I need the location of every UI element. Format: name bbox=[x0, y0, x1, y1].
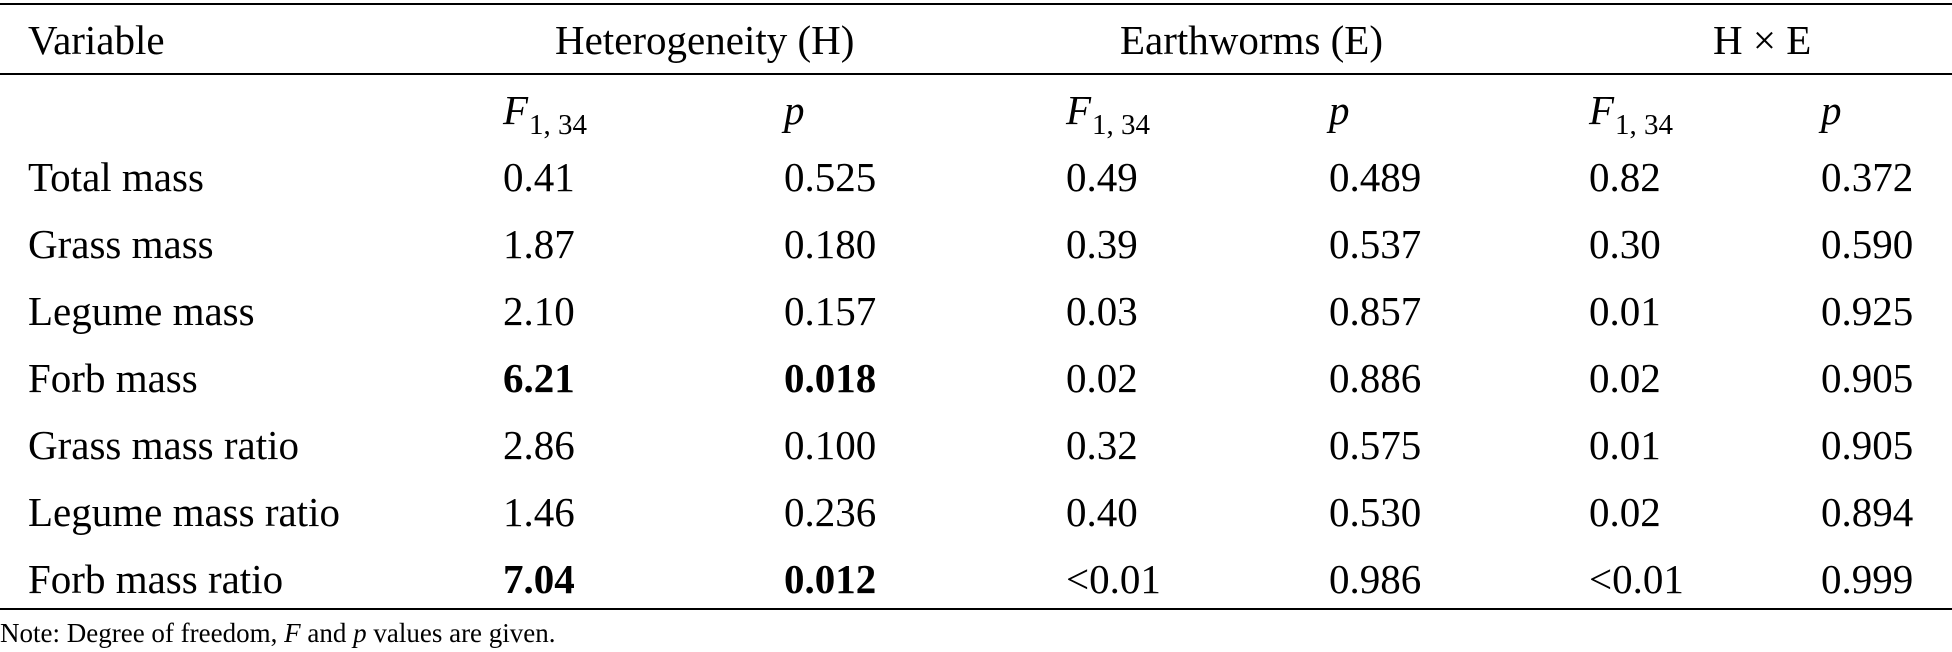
row-e-f: 0.03 bbox=[1066, 288, 1138, 334]
row-e-f: 0.40 bbox=[1066, 489, 1138, 535]
row-h-f-significant: 7.04 bbox=[503, 556, 575, 602]
row-e-f: 0.02 bbox=[1066, 355, 1138, 401]
row-x-p: 0.999 bbox=[1821, 556, 1914, 602]
row-e-p: 0.886 bbox=[1329, 355, 1422, 401]
top-rule bbox=[0, 3, 1952, 5]
header-rule bbox=[0, 73, 1952, 75]
row-x-p: 0.905 bbox=[1821, 422, 1914, 468]
row-x-f: 0.82 bbox=[1589, 154, 1661, 200]
row-x-p: 0.590 bbox=[1821, 221, 1914, 267]
f-symbol: F bbox=[1066, 87, 1092, 133]
row-h-f: 1.46 bbox=[503, 489, 575, 535]
row-e-p: 0.986 bbox=[1329, 556, 1422, 602]
row-h-p-significant: 0.012 bbox=[784, 556, 877, 602]
row-x-f: 0.30 bbox=[1589, 221, 1661, 267]
row-x-f: 0.01 bbox=[1589, 288, 1661, 334]
note-suffix: values are given. bbox=[366, 618, 556, 648]
row-variable: Grass mass ratio bbox=[28, 422, 300, 468]
row-e-f: 0.49 bbox=[1066, 154, 1138, 200]
bottom-rule bbox=[0, 608, 1952, 610]
header-variable: Variable bbox=[28, 17, 165, 63]
row-x-f: <0.01 bbox=[1589, 556, 1684, 602]
row-x-p: 0.372 bbox=[1821, 154, 1914, 200]
row-variable: Total mass bbox=[28, 154, 204, 200]
row-variable: Forb mass bbox=[28, 355, 198, 401]
row-x-f: 0.01 bbox=[1589, 422, 1661, 468]
row-h-f: 2.86 bbox=[503, 422, 575, 468]
header-interaction: H × E bbox=[1713, 17, 1812, 63]
row-h-f: 2.10 bbox=[503, 288, 575, 334]
row-e-f: <0.01 bbox=[1066, 556, 1161, 602]
row-e-f: 0.39 bbox=[1066, 221, 1138, 267]
f-symbol: F bbox=[503, 87, 529, 133]
f-subscript: 1, 34 bbox=[1092, 109, 1151, 141]
row-e-p: 0.857 bbox=[1329, 288, 1422, 334]
row-e-p: 0.489 bbox=[1329, 154, 1422, 200]
subheader-e-p: p bbox=[1329, 87, 1350, 133]
row-h-f-significant: 6.21 bbox=[503, 355, 575, 401]
row-h-p-significant: 0.018 bbox=[784, 355, 877, 401]
row-h-p: 0.236 bbox=[784, 489, 877, 535]
row-variable: Legume mass ratio bbox=[28, 489, 340, 535]
row-e-f: 0.32 bbox=[1066, 422, 1138, 468]
row-e-p: 0.575 bbox=[1329, 422, 1422, 468]
subheader-x-p: p bbox=[1821, 87, 1842, 133]
row-e-p: 0.537 bbox=[1329, 221, 1422, 267]
f-subscript: 1, 34 bbox=[1615, 109, 1674, 141]
row-h-p: 0.525 bbox=[784, 154, 877, 200]
row-h-f: 1.87 bbox=[503, 221, 575, 267]
row-h-p: 0.100 bbox=[784, 422, 877, 468]
note-p-symbol: p bbox=[353, 618, 367, 648]
row-h-f: 0.41 bbox=[503, 154, 575, 200]
row-x-f: 0.02 bbox=[1589, 355, 1661, 401]
row-variable: Legume mass bbox=[28, 288, 255, 334]
row-x-p: 0.905 bbox=[1821, 355, 1914, 401]
header-earthworms: Earthworms (E) bbox=[1120, 17, 1383, 63]
note-f-symbol: F bbox=[284, 618, 301, 648]
f-subscript: 1, 34 bbox=[529, 109, 588, 141]
row-variable: Grass mass bbox=[28, 221, 214, 267]
row-h-p: 0.180 bbox=[784, 221, 877, 267]
table-note: Note: Degree of freedom, F and p values … bbox=[0, 620, 556, 647]
subheader-h-p: p bbox=[784, 87, 805, 133]
row-h-p: 0.157 bbox=[784, 288, 877, 334]
header-heterogeneity: Heterogeneity (H) bbox=[555, 17, 855, 63]
subheader-h-f: F1, 34 bbox=[503, 87, 587, 140]
f-symbol: F bbox=[1589, 87, 1615, 133]
note-prefix: Note: Degree of freedom, bbox=[0, 618, 285, 648]
row-e-p: 0.530 bbox=[1329, 489, 1422, 535]
note-middle: and bbox=[300, 618, 354, 648]
subheader-e-f: F1, 34 bbox=[1066, 87, 1150, 140]
row-x-f: 0.02 bbox=[1589, 489, 1661, 535]
row-x-p: 0.925 bbox=[1821, 288, 1914, 334]
subheader-x-f: F1, 34 bbox=[1589, 87, 1673, 140]
row-variable: Forb mass ratio bbox=[28, 556, 284, 602]
row-x-p: 0.894 bbox=[1821, 489, 1914, 535]
